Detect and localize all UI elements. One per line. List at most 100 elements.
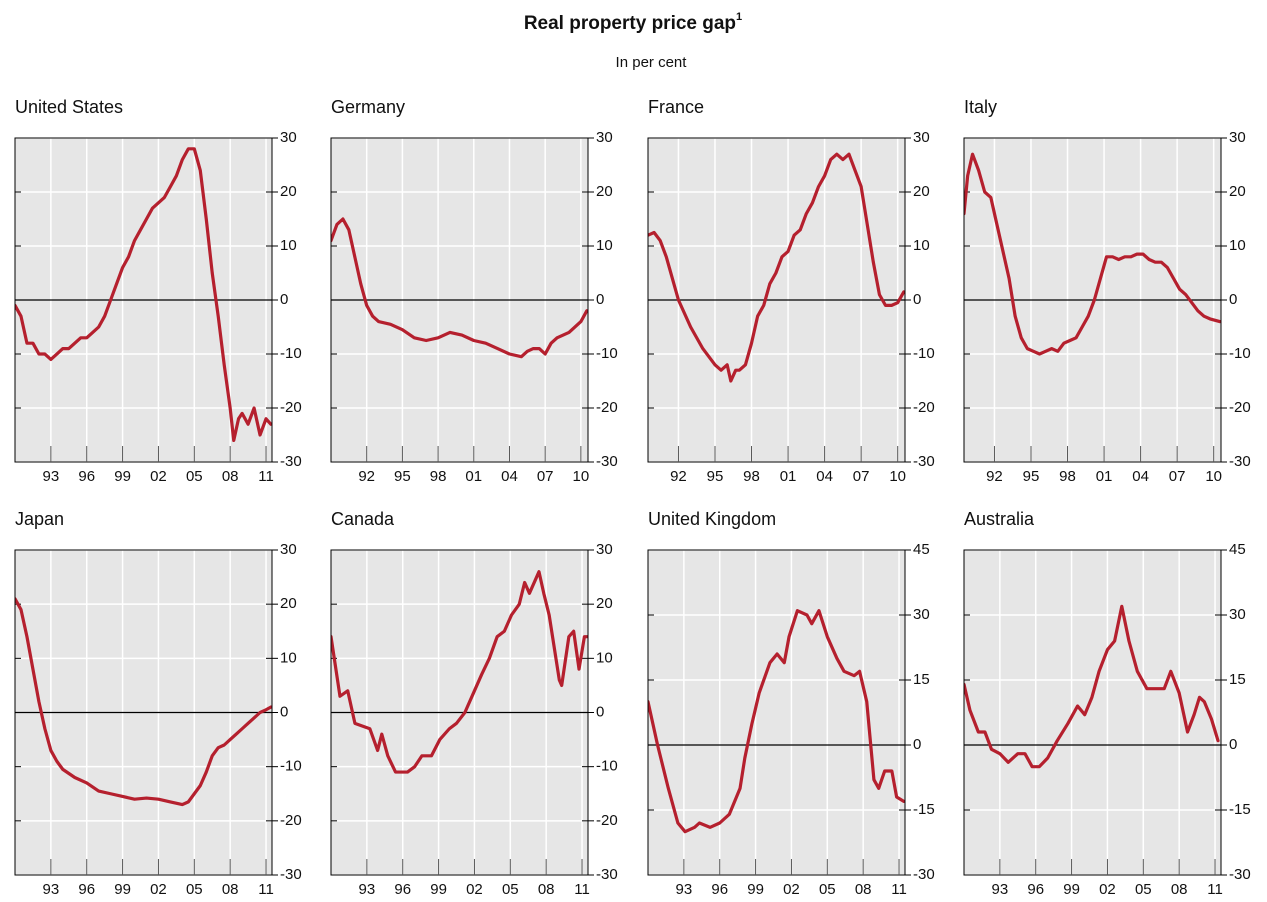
y-tick-label: -10: [596, 345, 618, 362]
x-tick-label: 07: [1169, 468, 1186, 485]
y-tick-label: 15: [913, 671, 930, 688]
x-tick-label: 96: [394, 881, 411, 898]
y-tick-label: 0: [596, 703, 604, 720]
y-tick-label: 30: [596, 129, 613, 146]
y-tick-label: 30: [913, 606, 930, 623]
y-tick-label: 10: [596, 237, 613, 254]
y-tick-label: -30: [280, 453, 302, 470]
x-tick-label: 11: [891, 881, 907, 898]
panel-title: United Kingdom: [648, 509, 776, 529]
x-tick-label: 01: [1096, 468, 1113, 485]
data-line: [964, 604, 1220, 769]
y-tick-label: -15: [913, 801, 935, 818]
plot-border: [330, 137, 589, 463]
plot-border: [14, 137, 273, 463]
y-tick-label: 10: [596, 649, 613, 666]
y-tick-label: 30: [596, 541, 613, 558]
y-tick-label: -20: [913, 399, 935, 416]
y-tick-label: 30: [913, 129, 930, 146]
y-tick-label: 0: [596, 291, 604, 308]
x-tick-label: 98: [743, 468, 760, 485]
data-line: [648, 609, 905, 834]
x-tick-label: 93: [43, 468, 60, 485]
y-tick-label: -10: [1229, 345, 1251, 362]
plot-background: [964, 550, 1221, 875]
y-tick-label: -30: [280, 866, 302, 883]
data-line: [15, 147, 272, 442]
title-text: Real property price gap: [524, 13, 736, 34]
panel-title: France: [648, 97, 704, 117]
x-tick-label: 04: [816, 468, 833, 485]
y-tick-label: 30: [280, 541, 297, 558]
x-tick-label: 08: [855, 881, 872, 898]
x-tick-label: 08: [222, 468, 239, 485]
x-tick-label: 99: [114, 881, 131, 898]
x-tick-label: 92: [986, 468, 1003, 485]
x-tick-label: 11: [1207, 881, 1223, 898]
x-tick-label: 05: [1135, 881, 1152, 898]
x-tick-label: 04: [501, 468, 518, 485]
x-tick-label: 96: [1027, 881, 1044, 898]
y-tick-label: 20: [1229, 183, 1246, 200]
y-tick-label: -30: [596, 453, 618, 470]
y-tick-label: -30: [596, 866, 618, 883]
chart-title: Real property price gap1: [524, 11, 742, 34]
y-tick-label: 10: [913, 237, 930, 254]
y-tick-label: -10: [280, 345, 302, 362]
y-tick-label: 10: [1229, 237, 1246, 254]
x-tick-label: 10: [889, 468, 906, 485]
x-tick-label: 93: [359, 881, 376, 898]
y-tick-label: 0: [913, 736, 921, 753]
y-tick-label: 20: [596, 595, 613, 612]
x-tick-label: 07: [537, 468, 554, 485]
x-tick-label: 02: [150, 881, 167, 898]
x-tick-label: 96: [78, 468, 95, 485]
y-tick-label: -20: [596, 399, 618, 416]
data-line: [964, 152, 1221, 356]
x-tick-label: 99: [1063, 881, 1080, 898]
data-line: [331, 217, 588, 359]
panel-title: United States: [15, 97, 123, 117]
x-tick-label: 96: [78, 881, 95, 898]
x-tick-label: 93: [676, 881, 693, 898]
y-tick-label: 30: [280, 129, 297, 146]
y-tick-label: -30: [913, 866, 935, 883]
x-tick-label: 10: [1205, 468, 1222, 485]
y-tick-label: 0: [913, 291, 921, 308]
x-tick-label: 08: [1171, 881, 1188, 898]
y-tick-label: 0: [280, 291, 288, 308]
x-tick-label: 11: [258, 881, 274, 898]
data-line: [331, 570, 588, 774]
panel-title: Australia: [964, 509, 1035, 529]
x-tick-label: 95: [707, 468, 724, 485]
x-tick-label: 08: [222, 881, 239, 898]
y-tick-label: 0: [1229, 291, 1237, 308]
x-tick-label: 11: [258, 468, 274, 485]
x-tick-label: 02: [783, 881, 800, 898]
plot-border: [647, 549, 906, 876]
x-tick-label: 05: [502, 881, 519, 898]
title-note: 1: [736, 11, 742, 23]
x-tick-label: 96: [711, 881, 728, 898]
x-tick-label: 93: [992, 881, 1009, 898]
y-tick-label: -20: [280, 399, 302, 416]
x-tick-label: 99: [114, 468, 131, 485]
x-tick-label: 08: [538, 881, 555, 898]
y-tick-label: -10: [913, 345, 935, 362]
x-tick-label: 05: [186, 881, 203, 898]
x-tick-label: 95: [394, 468, 411, 485]
y-tick-label: 30: [1229, 129, 1246, 146]
x-tick-label: 02: [150, 468, 167, 485]
panel-title: Japan: [15, 509, 64, 529]
y-tick-label: 45: [913, 541, 930, 558]
y-tick-label: 20: [280, 183, 297, 200]
x-tick-label: 92: [670, 468, 687, 485]
x-tick-label: 98: [1059, 468, 1076, 485]
x-tick-label: 07: [853, 468, 870, 485]
x-tick-label: 95: [1023, 468, 1040, 485]
x-tick-label: 05: [186, 468, 203, 485]
x-tick-label: 93: [43, 881, 60, 898]
x-tick-label: 98: [430, 468, 447, 485]
y-tick-label: 20: [913, 183, 930, 200]
